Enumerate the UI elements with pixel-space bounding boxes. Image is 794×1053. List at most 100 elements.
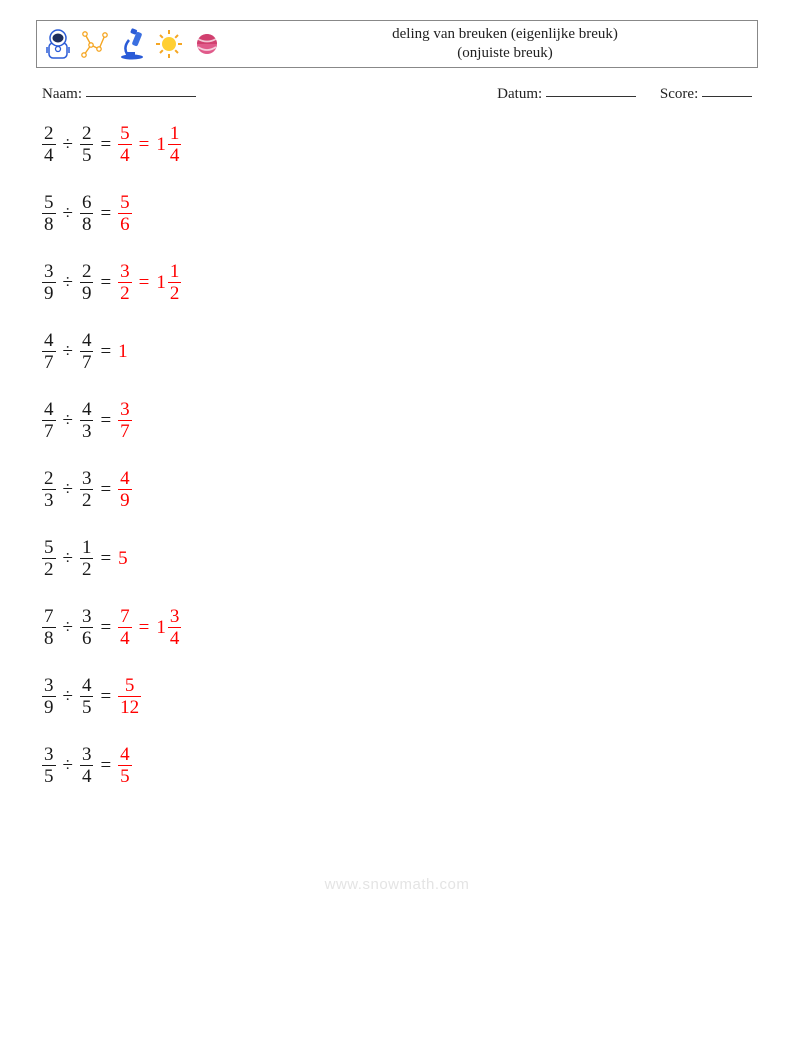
worksheet-page: deling van breuken (eigenlijke breuk) (o…	[0, 0, 794, 933]
fraction-numerator: 2	[42, 124, 56, 144]
date-blank[interactable]	[546, 82, 636, 98]
division-operator: ÷	[63, 548, 73, 570]
astronaut-icon	[43, 27, 73, 61]
answer-whole: 5	[118, 548, 128, 570]
fraction-numerator: 4	[80, 331, 94, 351]
answer: 49	[118, 469, 132, 510]
date-label: Datum:	[497, 85, 542, 101]
fraction-denominator: 2	[80, 558, 94, 579]
fraction-denominator: 9	[118, 489, 132, 510]
fraction-numerator: 2	[42, 469, 56, 489]
watermark: www.snowmath.com	[36, 876, 758, 893]
name-field: Naam:	[42, 82, 497, 103]
name-blank[interactable]	[86, 82, 196, 98]
fraction-denominator: 7	[80, 351, 94, 372]
fraction: 47	[80, 331, 94, 372]
fraction-numerator: 7	[42, 607, 56, 627]
fraction-denominator: 7	[118, 420, 132, 441]
fraction-denominator: 5	[80, 696, 94, 717]
problem-list: 24÷25=54=11458÷68=5639÷29=32=11247÷47=14…	[36, 124, 758, 786]
division-operator: ÷	[63, 341, 73, 363]
constellation-icon	[79, 27, 111, 61]
fraction: 12	[80, 538, 94, 579]
fraction: 23	[42, 469, 56, 510]
mixed-whole: 1	[156, 134, 166, 156]
answer-whole: 1	[118, 341, 128, 363]
fraction-numerator: 4	[42, 400, 56, 420]
fraction-numerator: 1	[168, 124, 182, 144]
fraction-numerator: 6	[80, 193, 94, 213]
equals-sign: =	[100, 548, 111, 570]
answer: 56	[118, 193, 132, 234]
fraction: 39	[42, 262, 56, 303]
fraction-numerator: 3	[42, 676, 56, 696]
problem-row: 47÷47=1	[42, 331, 758, 372]
fraction-numerator: 5	[42, 193, 56, 213]
fraction-denominator: 4	[80, 765, 94, 786]
fraction: 512	[118, 676, 141, 717]
mixed-whole: 1	[156, 617, 166, 639]
fraction-numerator: 3	[168, 607, 182, 627]
division-operator: ÷	[63, 479, 73, 501]
score-blank[interactable]	[702, 82, 752, 98]
fraction-denominator: 7	[42, 420, 56, 441]
planet-icon	[191, 27, 223, 61]
problem-row: 39÷29=32=112	[42, 262, 758, 303]
fraction-numerator: 1	[80, 538, 94, 558]
fraction-denominator: 8	[42, 213, 56, 234]
problem-row: 78÷36=74=134	[42, 607, 758, 648]
answer: 512	[118, 676, 141, 717]
fraction: 24	[42, 124, 56, 165]
fraction-denominator: 4	[42, 144, 56, 165]
division-operator: ÷	[63, 203, 73, 225]
date-field: Datum:	[497, 82, 636, 103]
fraction-numerator: 7	[118, 607, 132, 627]
division-operator: ÷	[63, 755, 73, 777]
fraction: 12	[168, 262, 182, 303]
mixed-number: 114	[156, 124, 181, 165]
answer: 134	[156, 607, 181, 648]
fraction: 52	[42, 538, 56, 579]
equals-sign: =	[139, 272, 150, 294]
fraction-denominator: 2	[42, 558, 56, 579]
fraction: 74	[118, 607, 132, 648]
answer: 112	[156, 262, 181, 303]
fraction-denominator: 8	[80, 213, 94, 234]
division-operator: ÷	[63, 134, 73, 156]
equals-sign: =	[100, 203, 111, 225]
answer: 1	[118, 341, 128, 363]
fraction: 56	[118, 193, 132, 234]
division-operator: ÷	[63, 686, 73, 708]
fraction: 47	[42, 331, 56, 372]
score-label: Score:	[660, 85, 698, 101]
fraction: 14	[168, 124, 182, 165]
fraction-denominator: 7	[42, 351, 56, 372]
fraction-numerator: 3	[80, 607, 94, 627]
score-field: Score:	[660, 82, 752, 103]
division-operator: ÷	[63, 410, 73, 432]
fraction-denominator: 4	[118, 144, 132, 165]
fraction-numerator: 3	[80, 745, 94, 765]
equals-sign: =	[100, 617, 111, 639]
fraction-denominator: 4	[168, 627, 182, 648]
answer: 54	[118, 124, 132, 165]
title-line-2: (onjuiste breuk)	[263, 44, 747, 63]
fraction-denominator: 9	[80, 282, 94, 303]
sun-icon	[153, 27, 185, 61]
mixed-number: 112	[156, 262, 181, 303]
fraction-numerator: 5	[123, 676, 137, 696]
fraction-numerator: 3	[80, 469, 94, 489]
answer: 45	[118, 745, 132, 786]
fraction: 78	[42, 607, 56, 648]
fraction: 68	[80, 193, 94, 234]
fraction-numerator: 4	[118, 469, 132, 489]
fraction: 34	[168, 607, 182, 648]
title-line-1: deling van breuken (eigenlijke breuk)	[263, 25, 747, 44]
fraction-denominator: 8	[42, 627, 56, 648]
equals-sign: =	[100, 341, 111, 363]
fraction-denominator: 2	[168, 282, 182, 303]
problem-row: 35÷34=45	[42, 745, 758, 786]
mixed-whole: 1	[156, 272, 166, 294]
fraction-numerator: 2	[80, 262, 94, 282]
fraction-numerator: 4	[80, 676, 94, 696]
